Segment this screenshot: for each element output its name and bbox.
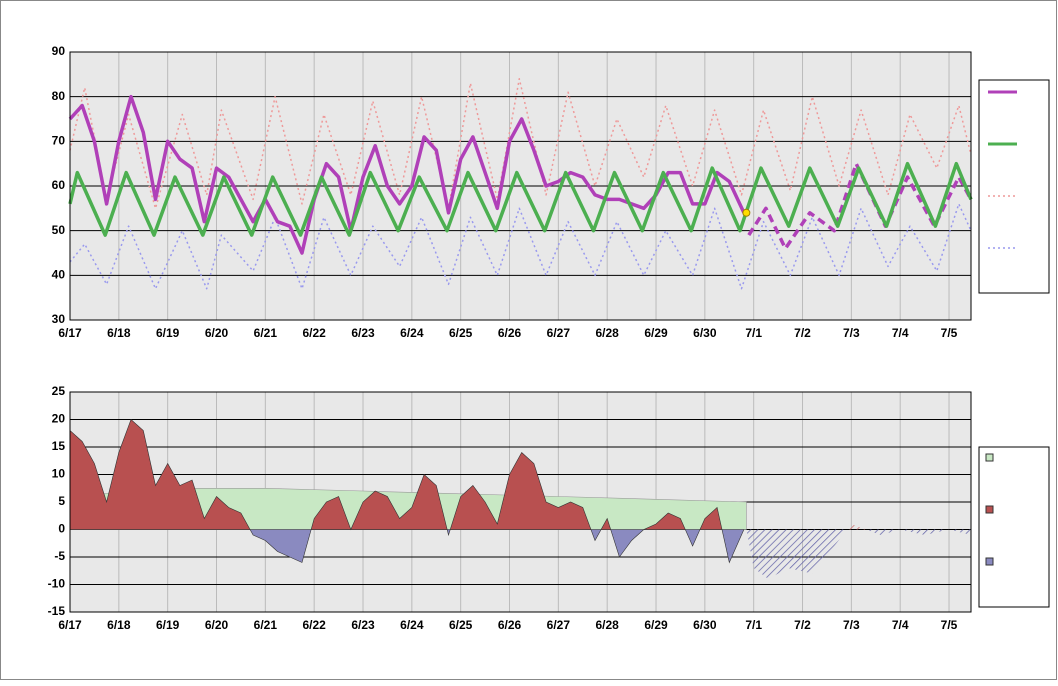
x-tick-label: 6/17	[58, 618, 82, 632]
legend-box	[978, 79, 1050, 294]
x-tick-label: 6/23	[351, 618, 375, 632]
x-tick-label: 7/5	[941, 326, 958, 340]
x-tick-label: 7/4	[892, 618, 909, 632]
legend	[978, 446, 1050, 608]
x-tick-label: 7/1	[745, 618, 762, 632]
legend-box	[978, 446, 1050, 608]
y-tick-label: 5	[58, 494, 65, 508]
y-tick-label: 20	[52, 412, 66, 426]
x-tick-label: 6/27	[547, 326, 571, 340]
line-series	[69, 78, 972, 210]
legend-swatch	[985, 557, 994, 566]
y-tick-label: 50	[52, 223, 66, 237]
x-tick-label: 6/19	[156, 326, 180, 340]
x-tick-label: 6/21	[254, 326, 278, 340]
x-tick-label: 6/22	[302, 326, 326, 340]
area-positive	[746, 524, 971, 530]
x-tick-label: 7/4	[892, 326, 909, 340]
y-tick-label: 25	[52, 384, 66, 398]
x-tick-label: 6/30	[693, 326, 717, 340]
x-tick-label: 6/19	[156, 618, 180, 632]
plot-border	[69, 391, 972, 613]
x-tick-label: 7/5	[941, 618, 958, 632]
x-tick-label: 6/29	[644, 326, 668, 340]
x-tick-label: 6/20	[205, 326, 229, 340]
x-tick-label: 7/2	[794, 618, 811, 632]
y-tick-label: -5	[54, 549, 65, 563]
area-positive	[70, 418, 744, 530]
y-tick-label: 70	[52, 134, 66, 148]
x-tick-label: 6/21	[254, 618, 278, 632]
y-tick-label: 15	[52, 439, 66, 453]
x-tick-label: 6/29	[644, 618, 668, 632]
x-tick-label: 7/3	[843, 618, 860, 632]
x-tick-label: 6/17	[58, 326, 82, 340]
area-series	[70, 418, 745, 564]
x-tick-label: 6/25	[449, 326, 473, 340]
y-tick-label: 80	[52, 89, 66, 103]
x-tick-label: 6/22	[302, 618, 326, 632]
x-tick-label: 6/26	[498, 618, 522, 632]
x-tick-label: 6/28	[596, 618, 620, 632]
line-series	[68, 161, 973, 237]
y-tick-label: 30	[52, 312, 66, 326]
x-tick-label: 6/18	[107, 618, 131, 632]
legend-swatch	[985, 505, 994, 514]
y-tick-label: -15	[48, 604, 66, 618]
y-tick-label: -10	[48, 577, 66, 591]
x-tick-label: 6/24	[400, 618, 424, 632]
x-tick-label: 6/24	[400, 326, 424, 340]
x-tick-label: 7/1	[745, 326, 762, 340]
x-tick-label: 6/27	[547, 618, 571, 632]
x-tick-label: 7/2	[794, 326, 811, 340]
current-point	[742, 208, 751, 217]
x-tick-label: 6/28	[596, 326, 620, 340]
y-tick-label: 10	[52, 467, 66, 481]
x-tick-label: 6/26	[498, 326, 522, 340]
y-tick-label: 60	[52, 178, 66, 192]
x-tick-label: 6/20	[205, 618, 229, 632]
plot-border	[69, 51, 972, 321]
legend-swatch	[985, 453, 994, 462]
area-negative	[746, 529, 971, 579]
x-tick-label: 6/23	[351, 326, 375, 340]
y-tick-label: 90	[52, 44, 66, 58]
x-tick-label: 6/18	[107, 326, 131, 340]
y-tick-label: 40	[52, 268, 66, 282]
legend	[978, 79, 1050, 294]
area-series	[746, 524, 971, 579]
x-tick-label: 6/25	[449, 618, 473, 632]
x-tick-label: 7/3	[843, 326, 860, 340]
y-tick-label: 0	[58, 522, 65, 536]
x-tick-label: 6/30	[693, 618, 717, 632]
line-series	[69, 203, 972, 290]
